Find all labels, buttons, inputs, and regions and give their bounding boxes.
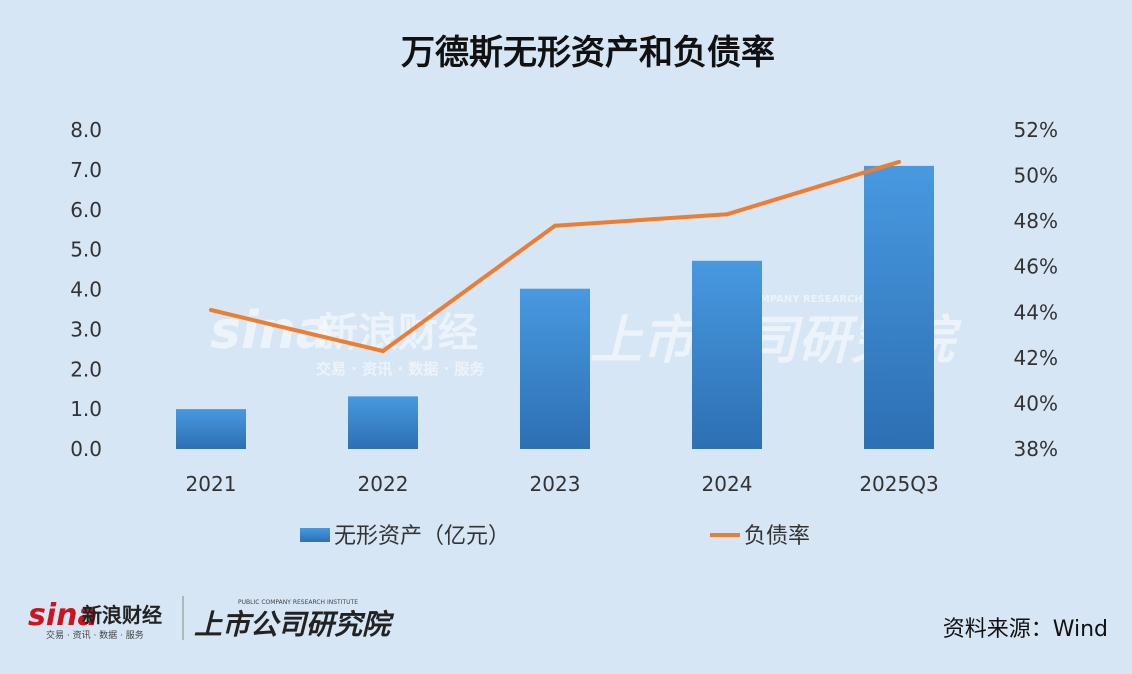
line-point-2024: [725, 212, 729, 217]
chart-title: 万德斯无形资产和负债率: [401, 33, 775, 73]
y-axis-right: 38% 40% 42% 44% 46% 48% 50% 52%: [1014, 118, 1058, 461]
line-point-2025Q3: [897, 159, 901, 164]
y-right-tick-label: 52%: [1014, 118, 1058, 142]
legend-bar-label: 无形资产（亿元）: [334, 524, 510, 549]
legend-line-label: 负债率: [744, 524, 810, 549]
sina-logo-sub: 交易 · 资讯 · 数据 · 服务: [46, 629, 144, 641]
line-point-2023: [553, 223, 557, 228]
bar-2023: [520, 288, 590, 449]
y-right-tick-label: 40%: [1014, 391, 1058, 415]
bar-2025Q3: [864, 165, 934, 449]
x-tick-label: 2021: [186, 472, 237, 496]
y-left-tick-label: 0.0: [70, 437, 102, 461]
legend-bar-swatch: [300, 528, 330, 542]
x-axis: 2021 2022 2023 2024 2025Q3: [186, 472, 939, 496]
x-tick-label: 2025Q3: [859, 472, 938, 496]
y-right-tick-label: 48%: [1014, 209, 1058, 233]
x-tick-label: 2024: [702, 472, 753, 496]
sina-logo-cn: 新浪财经: [82, 603, 162, 627]
bar-2021: [176, 409, 246, 449]
line-points: [209, 159, 901, 354]
bar-2024: [692, 260, 762, 449]
bar-2022: [348, 396, 418, 449]
watermark-sina-cn: 新浪财经: [318, 310, 478, 356]
x-tick-label: 2022: [358, 472, 409, 496]
y-left-tick-label: 4.0: [70, 278, 102, 302]
footer-logo: sina 新浪财经 交易 · 资讯 · 数据 · 服务 PUBLIC COMPA…: [28, 596, 395, 641]
y-left-tick-label: 6.0: [70, 198, 102, 222]
y-right-tick-label: 46%: [1014, 255, 1058, 279]
sina-logo: sina: [28, 598, 98, 633]
line-point-2022: [381, 349, 385, 354]
x-tick-label: 2023: [530, 472, 581, 496]
y-axis-left: 0.0 1.0 2.0 3.0 4.0 5.0 6.0 7.0 8.0: [70, 118, 102, 461]
y-right-tick-label: 38%: [1014, 437, 1058, 461]
watermark-institute-en: PUBLIC COMPANY RESEARCH INSTITUTE: [700, 294, 925, 305]
watermark-sina-sub: 交易 · 资讯 · 数据 · 服务: [316, 360, 485, 378]
y-left-tick-label: 7.0: [70, 158, 102, 182]
legend: 无形资产（亿元） 负债率: [300, 524, 810, 549]
y-right-tick-label: 44%: [1014, 300, 1058, 324]
y-left-tick-label: 2.0: [70, 357, 102, 381]
y-left-tick-label: 5.0: [70, 238, 102, 262]
institute-logo-cn: 上市公司研究院: [194, 608, 395, 641]
y-right-tick-label: 50%: [1014, 164, 1058, 188]
y-left-tick-label: 8.0: [70, 118, 102, 142]
institute-logo-en: PUBLIC COMPANY RESEARCH INSTITUTE: [238, 599, 358, 606]
watermark-sina: sina: [210, 301, 331, 361]
line-point-2021: [209, 308, 213, 313]
y-right-tick-label: 42%: [1014, 346, 1058, 370]
source-note: 资料来源：Wind: [943, 617, 1108, 642]
y-left-tick-label: 1.0: [70, 397, 102, 421]
y-left-tick-label: 3.0: [70, 317, 102, 341]
bar-series: [176, 165, 934, 449]
